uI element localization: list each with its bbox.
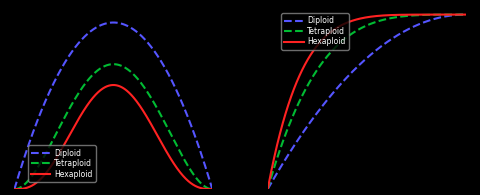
Legend: Diploid, Tetraploid, Hexaploid: Diploid, Tetraploid, Hexaploid [281,13,349,50]
Legend: Diploid, Tetraploid, Hexaploid: Diploid, Tetraploid, Hexaploid [28,145,96,182]
